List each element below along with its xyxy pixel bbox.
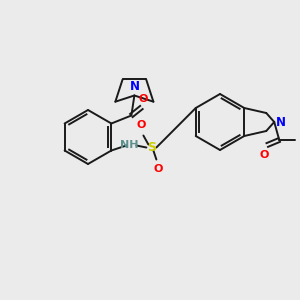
Text: O: O xyxy=(139,94,148,104)
Text: N: N xyxy=(276,116,286,128)
Text: NH: NH xyxy=(120,140,139,151)
Text: N: N xyxy=(129,80,140,94)
Text: O: O xyxy=(137,121,146,130)
Text: S: S xyxy=(147,141,156,154)
Text: O: O xyxy=(260,150,269,160)
Text: O: O xyxy=(154,164,163,175)
